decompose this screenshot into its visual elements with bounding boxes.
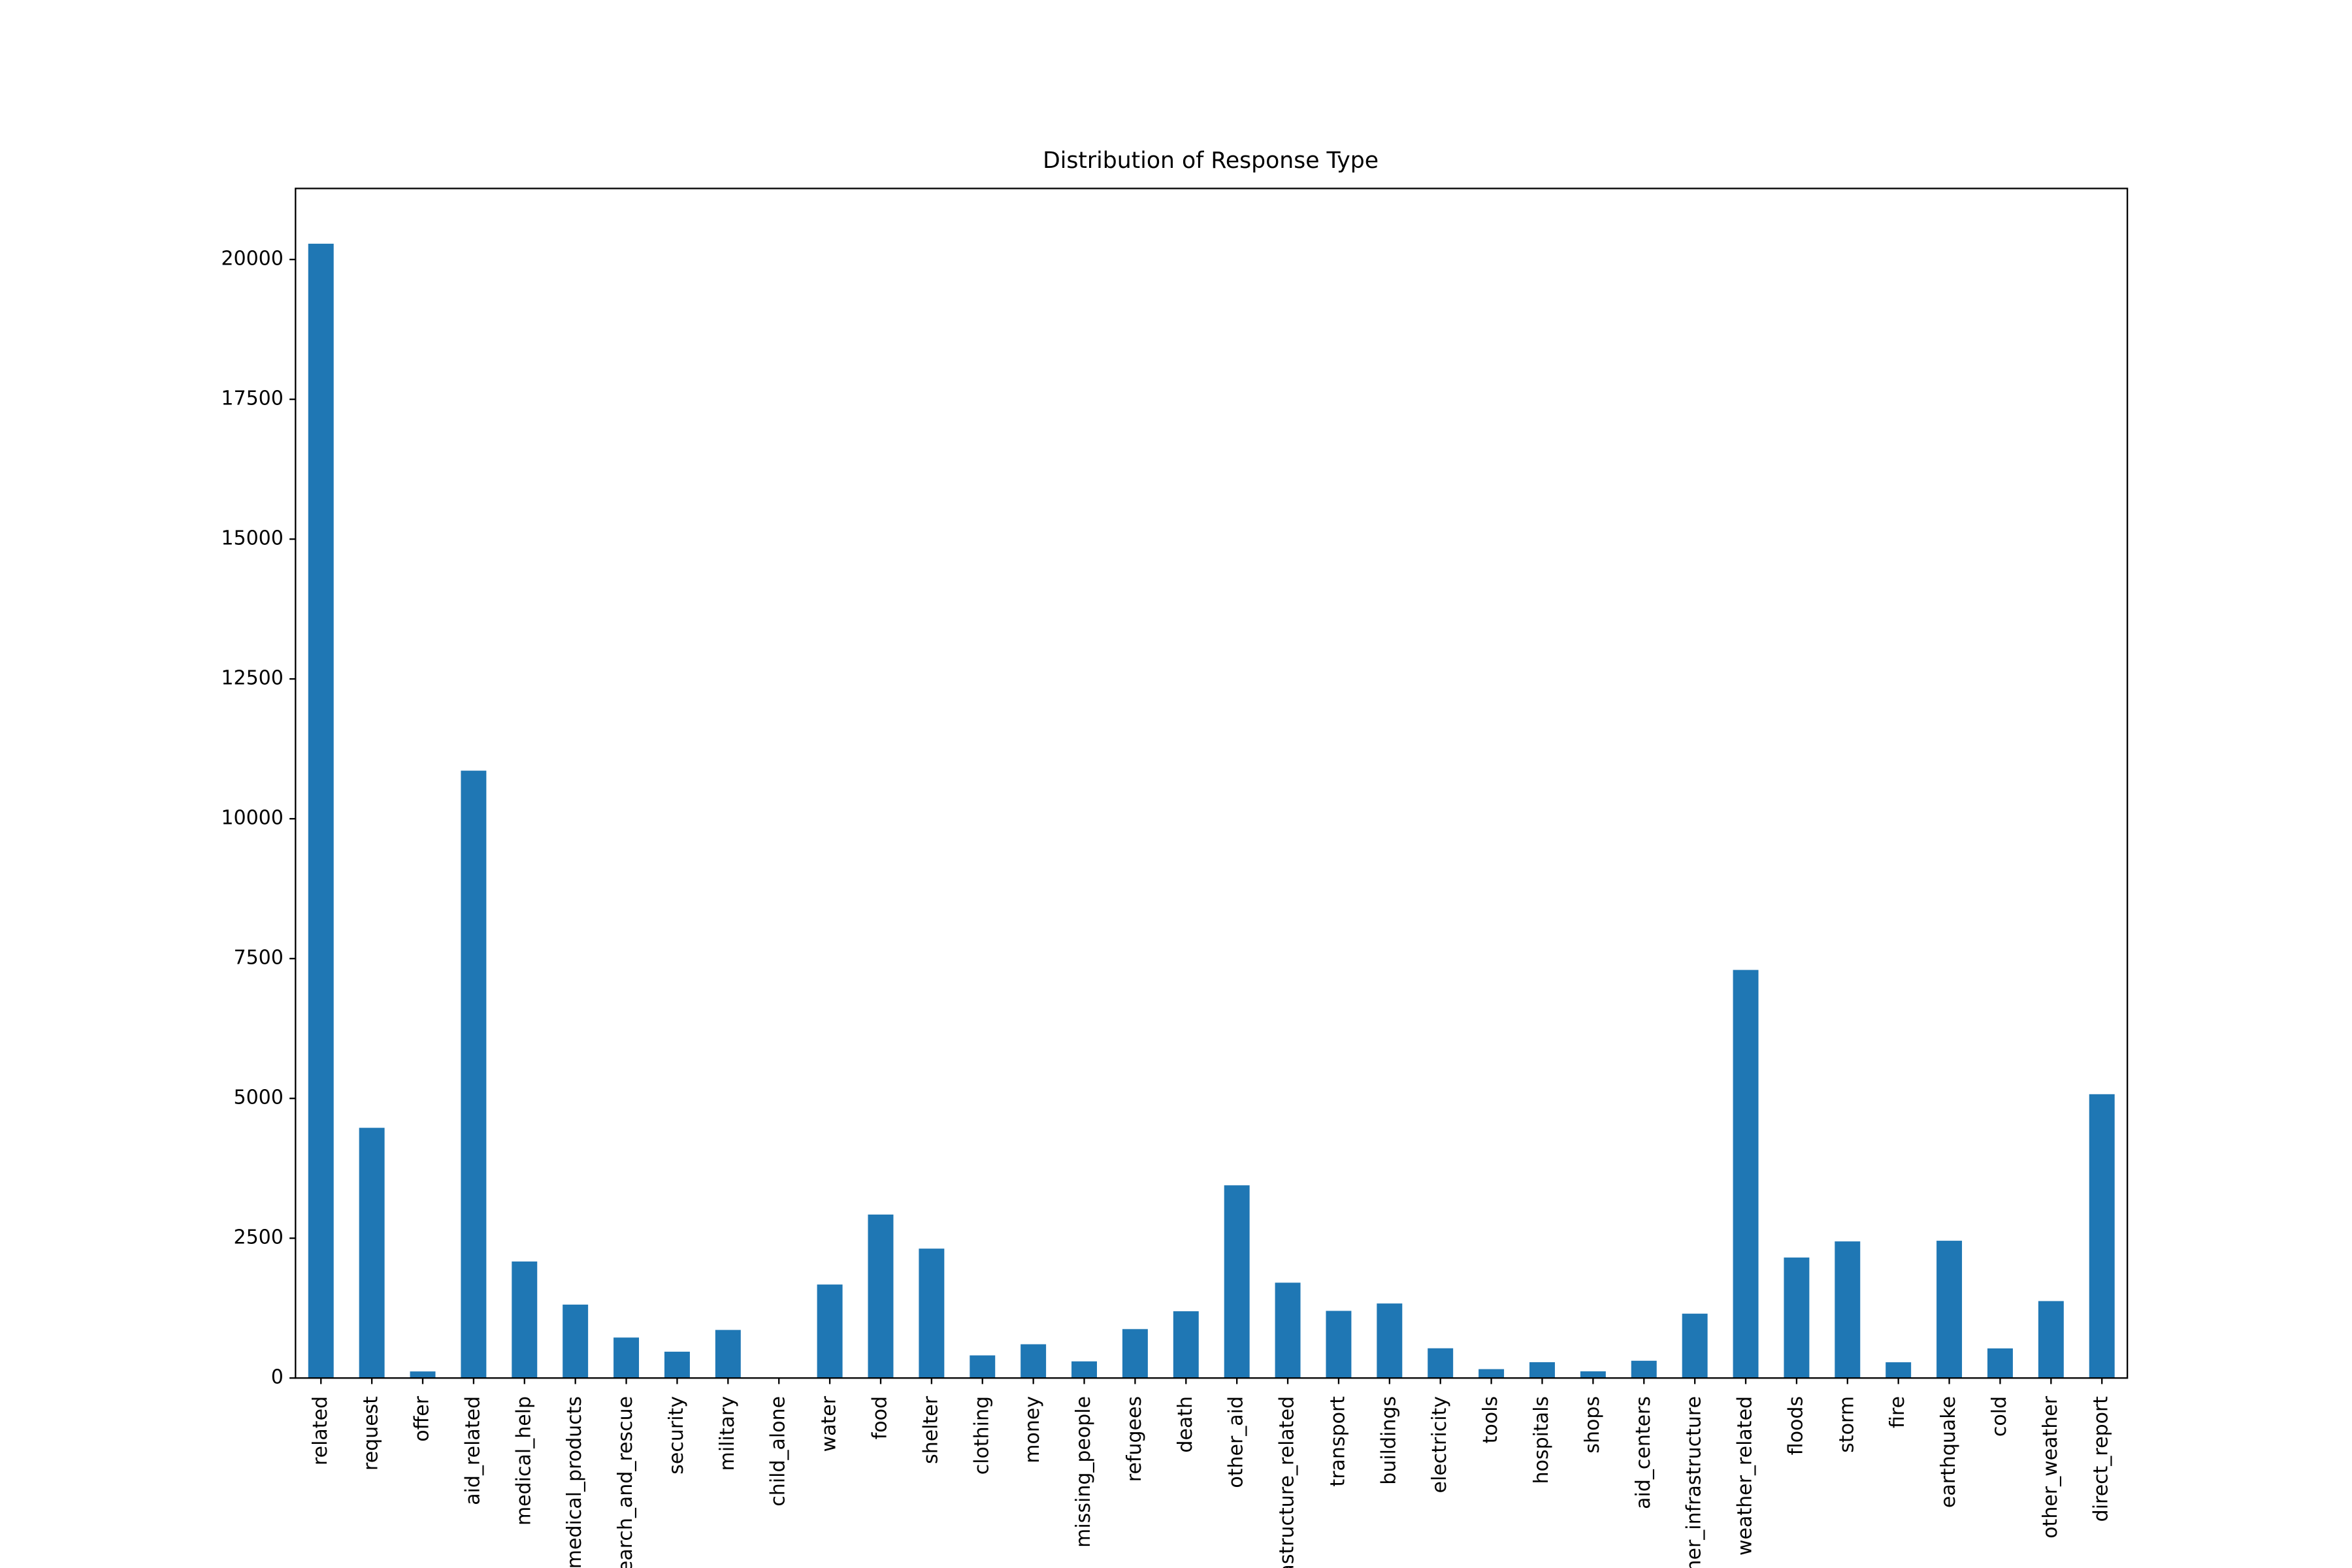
x-tick-label: other_weather: [2039, 1396, 2062, 1539]
x-tick-label: request: [360, 1396, 383, 1471]
y-tick-label: 0: [271, 1366, 284, 1389]
bar: [1224, 1185, 1250, 1379]
bar: [2089, 1094, 2115, 1379]
bar: [868, 1215, 894, 1379]
x-tick-label: buildings: [1377, 1396, 1400, 1485]
bar: [1886, 1362, 1912, 1379]
x-tick-label: medical_help: [512, 1396, 535, 1526]
bar: [1987, 1348, 2013, 1379]
bar: [1936, 1241, 1963, 1379]
bar: [1275, 1282, 1301, 1379]
x-tick-label: death: [1174, 1396, 1197, 1453]
y-tick-label: 7500: [233, 947, 283, 970]
bar: [1478, 1369, 1505, 1379]
x-tick-label: floods: [1784, 1396, 1807, 1455]
x-tick-label: aid_related: [461, 1396, 484, 1505]
x-tick-label: security: [665, 1396, 688, 1475]
x-tick-label: tools: [1479, 1396, 1502, 1443]
x-tick-label: shelter: [919, 1396, 942, 1464]
x-tick-label: infrastructure_related: [1276, 1396, 1299, 1568]
bar: [1529, 1362, 1555, 1379]
bar: [2038, 1301, 2064, 1379]
bar: [1122, 1329, 1148, 1379]
bar: [817, 1284, 843, 1379]
y-tick-label: 2500: [233, 1226, 283, 1249]
y-tick-label: 20000: [221, 248, 283, 270]
y-tick-label: 17500: [221, 387, 283, 410]
bar: [919, 1249, 945, 1379]
bar: [1631, 1360, 1657, 1379]
x-tick-label: medical_products: [563, 1396, 586, 1568]
y-tick-label: 15000: [221, 527, 283, 550]
bar: [1835, 1241, 1861, 1379]
x-tick-label: cold: [1988, 1396, 2011, 1437]
bar: [563, 1304, 589, 1379]
x-tick-label: storm: [1835, 1396, 1858, 1453]
bar: [1021, 1344, 1047, 1379]
y-tick-label: 10000: [221, 807, 283, 830]
bar: [410, 1371, 436, 1379]
bar: [1326, 1311, 1352, 1379]
x-tick-label: money: [1021, 1396, 1044, 1463]
bar: [1071, 1361, 1097, 1379]
x-tick-label: water: [818, 1396, 841, 1452]
x-tick-label: related: [309, 1396, 332, 1465]
x-tick-label: military: [716, 1396, 739, 1471]
x-tick-label: search_and_rescue: [614, 1396, 637, 1568]
x-tick-label: food: [868, 1396, 891, 1439]
x-tick-label: transport: [1326, 1396, 1349, 1487]
x-tick-label: direct_report: [2090, 1396, 2113, 1522]
bar: [512, 1261, 538, 1379]
bar: [613, 1337, 640, 1379]
plot-frame: [295, 188, 2129, 1379]
bar: [715, 1330, 741, 1379]
y-tick-label: 12500: [221, 667, 283, 690]
x-tick-label: other_aid: [1225, 1396, 1248, 1488]
bar: [1173, 1311, 1199, 1379]
x-tick-label: refugees: [1123, 1396, 1146, 1482]
bar: [664, 1351, 690, 1379]
bar: [1428, 1348, 1454, 1379]
bar: [1377, 1303, 1403, 1379]
x-tick-label: missing_people: [1072, 1396, 1095, 1548]
x-tick-label: hospitals: [1530, 1396, 1553, 1484]
bar: [970, 1355, 996, 1379]
x-tick-label: other_infrastructure: [1683, 1396, 1706, 1568]
bar: [359, 1128, 385, 1379]
x-tick-label: weather_related: [1734, 1396, 1757, 1556]
x-tick-label: aid_centers: [1632, 1396, 1655, 1509]
bar: [308, 244, 334, 1379]
y-tick-label: 5000: [233, 1086, 283, 1109]
x-tick-label: child_alone: [767, 1396, 790, 1507]
x-tick-label: shops: [1581, 1396, 1604, 1454]
x-tick-label: electricity: [1428, 1396, 1451, 1494]
x-tick-label: clothing: [970, 1396, 993, 1475]
chart-title: Distribution of Response Type: [1043, 148, 1379, 174]
bar: [461, 770, 487, 1379]
bar: [1580, 1371, 1606, 1379]
bar: [1784, 1257, 1810, 1379]
x-tick-label: earthquake: [1937, 1396, 1960, 1508]
bar: [1682, 1313, 1708, 1379]
x-tick-label: offer: [411, 1396, 434, 1441]
x-tick-label: fire: [1886, 1396, 1909, 1428]
bar: [1733, 970, 1759, 1379]
